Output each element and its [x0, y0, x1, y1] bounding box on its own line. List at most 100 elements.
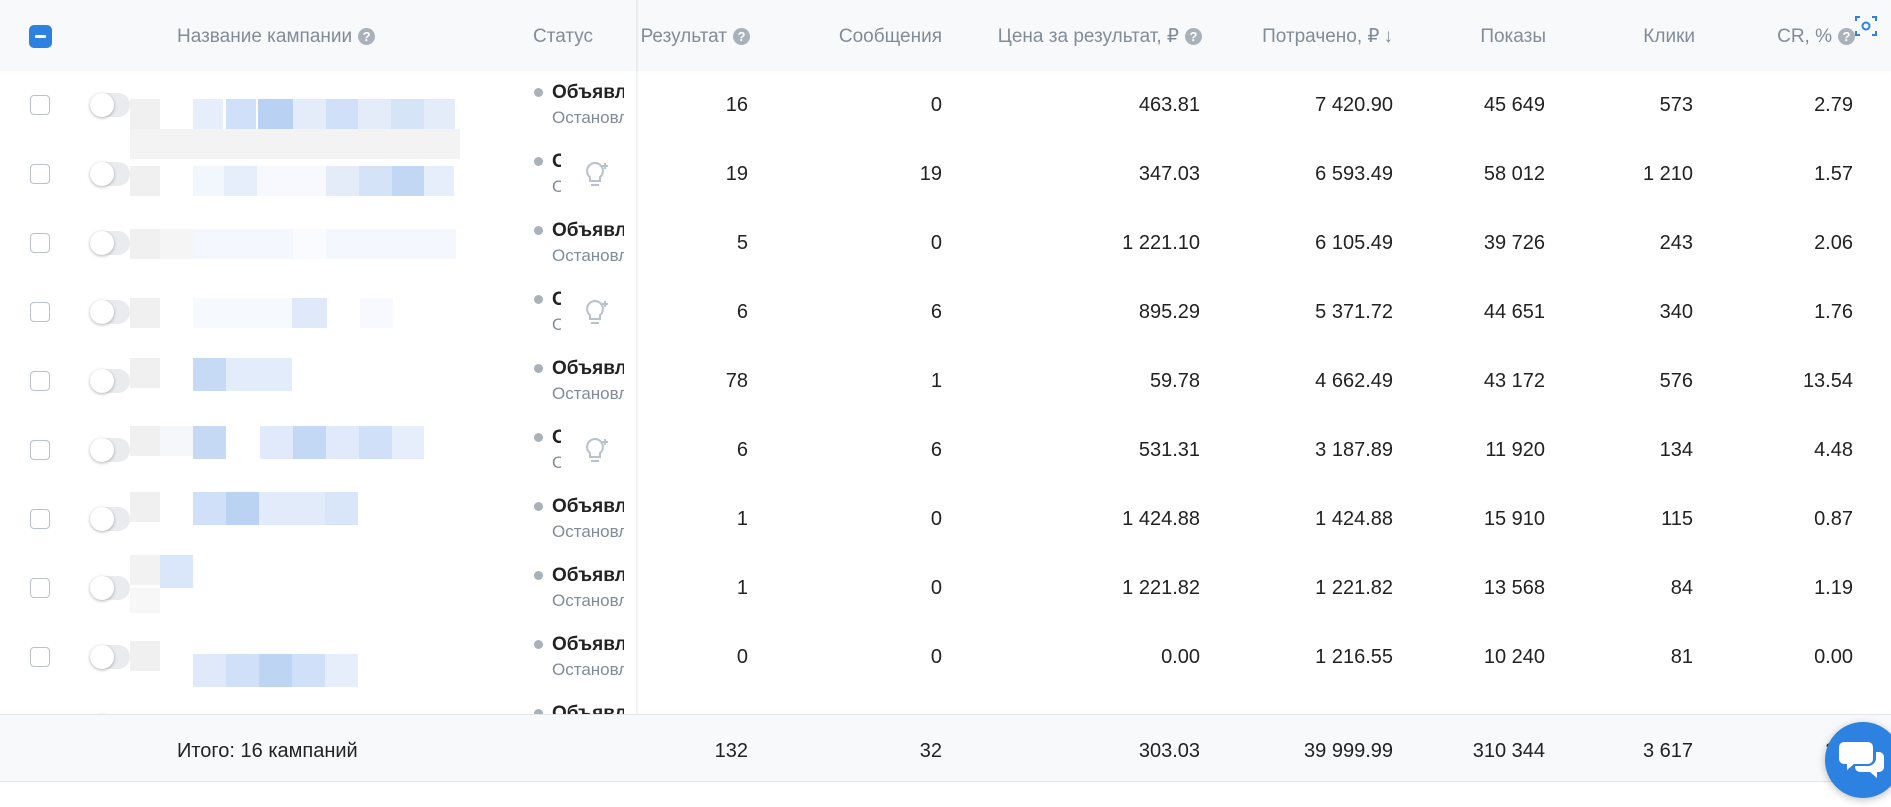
row-checkbox[interactable] [30, 647, 50, 667]
cr-cell: 2.79 [1814, 94, 1853, 116]
campaign-toggle[interactable] [90, 93, 130, 117]
row-checkbox[interactable] [30, 164, 50, 184]
blur-block [391, 99, 424, 129]
campaign-toggle[interactable] [90, 576, 130, 600]
status-text: Объявления [534, 80, 624, 106]
campaign-toggle[interactable] [90, 369, 130, 393]
blur-block [193, 358, 226, 391]
result-cell: 1 [736, 577, 748, 599]
impressions-cell: 15 910 [1483, 508, 1545, 530]
blur-block [130, 641, 160, 671]
column-price[interactable]: Цена за результат, ₽? [960, 0, 1202, 71]
price-cell: 531.31 [1138, 439, 1200, 461]
blur-block [359, 166, 392, 196]
campaign-toggle[interactable] [90, 162, 130, 186]
spent-cell: 1 216.55 [1315, 646, 1393, 668]
blur-block [325, 654, 358, 687]
status-subtext: Остановлена [552, 177, 561, 196]
cr-cell: 2.06 [1814, 232, 1853, 254]
campaign-toggle[interactable] [90, 300, 130, 324]
column-impressions[interactable]: Показы [1480, 26, 1546, 47]
price-cell: 1 424.88 [1122, 508, 1200, 530]
blur-block [326, 166, 359, 196]
blur-block [257, 166, 327, 196]
total-price: 303.03 [1138, 740, 1200, 762]
column-clicks[interactable]: Клики [1643, 26, 1695, 47]
cr-cell: 4.48 [1814, 439, 1853, 461]
status-cell: Объявления Остановлена [534, 356, 624, 406]
column-status[interactable]: Статус [533, 26, 594, 47]
help-icon[interactable]: ? [1838, 28, 1855, 46]
impressions-cell: 58 012 [1483, 163, 1545, 185]
status-subtext: Остановлена [552, 384, 624, 403]
campaign-toggle[interactable] [90, 645, 130, 669]
blur-block [326, 229, 456, 259]
column-messages[interactable]: Сообщения [838, 26, 942, 47]
clicks-cell: 576 [1659, 370, 1693, 392]
blur-block [193, 298, 292, 328]
blur-block [130, 492, 160, 522]
row-checkbox[interactable] [30, 302, 50, 322]
status-text: Объявления [534, 563, 624, 589]
messages-cell: 6 [930, 439, 942, 461]
row-checkbox[interactable] [30, 440, 50, 460]
cr-cell: 1.57 [1814, 163, 1853, 185]
blur-block [160, 229, 193, 259]
campaign-toggle[interactable] [90, 231, 130, 255]
lightbulb-plus-icon[interactable] [583, 298, 611, 328]
row-checkbox[interactable] [30, 509, 50, 529]
column-cr[interactable]: CR, %? [1720, 0, 1855, 71]
cr-cell: 1.76 [1814, 301, 1853, 323]
row-checkbox[interactable] [30, 95, 50, 115]
name-column-blurred [130, 71, 460, 737]
column-divider [636, 0, 639, 716]
row-checkbox[interactable] [30, 578, 50, 598]
blur-block [130, 229, 160, 259]
lightbulb-plus-icon[interactable] [583, 436, 611, 466]
price-cell: 1 221.10 [1122, 232, 1200, 254]
row-checkbox[interactable] [30, 233, 50, 253]
screenshot-icon[interactable] [1854, 14, 1878, 38]
impressions-cell: 11 920 [1485, 439, 1545, 461]
campaign-toggle[interactable] [90, 507, 130, 531]
blur-block [292, 654, 325, 687]
spent-cell: 4 662.49 [1315, 370, 1393, 392]
price-cell: 463.81 [1138, 94, 1200, 116]
column-spent[interactable]: Потрачено, ₽ ↓ [1262, 26, 1393, 47]
clicks-cell: 243 [1659, 232, 1693, 254]
help-icon[interactable]: ? [358, 28, 376, 46]
blur-block [160, 555, 193, 588]
blur-block [193, 166, 224, 196]
row-checkbox[interactable] [30, 371, 50, 391]
status-text: Объявления [534, 218, 624, 244]
result-cell: 6 [736, 301, 748, 323]
status-cell: Объявления Остановлена [534, 287, 561, 337]
table-header: Название кампании? Статус Результат? Соо… [0, 0, 1891, 72]
blur-block [193, 492, 226, 525]
chat-bubbles-icon [1839, 742, 1884, 778]
campaign-toggle[interactable] [90, 438, 130, 462]
messages-cell: 0 [930, 232, 942, 254]
impressions-cell: 39 726 [1483, 232, 1545, 254]
blur-block [392, 166, 424, 196]
blur-block [193, 426, 226, 459]
select-all-checkbox[interactable] [29, 25, 52, 48]
blur-block [258, 99, 293, 129]
chat-button[interactable] [1825, 722, 1891, 798]
column-name[interactable]: Название кампании? [177, 0, 376, 71]
lightbulb-plus-icon[interactable] [583, 160, 611, 190]
total-impressions: 310 344 [1472, 740, 1545, 762]
blur-block [326, 99, 359, 129]
blur-block [130, 298, 160, 328]
help-icon[interactable]: ? [1185, 28, 1202, 46]
price-cell: 1 221.82 [1122, 577, 1200, 599]
messages-cell: 19 [919, 163, 942, 185]
help-icon[interactable]: ? [733, 28, 750, 46]
status-subtext: Остановлена [552, 660, 624, 679]
result-cell: 19 [725, 163, 748, 185]
clicks-cell: 84 [1670, 577, 1693, 599]
blur-block [259, 654, 292, 687]
column-result[interactable]: Результат? [620, 0, 750, 71]
status-subtext: Остановлена [552, 453, 561, 472]
